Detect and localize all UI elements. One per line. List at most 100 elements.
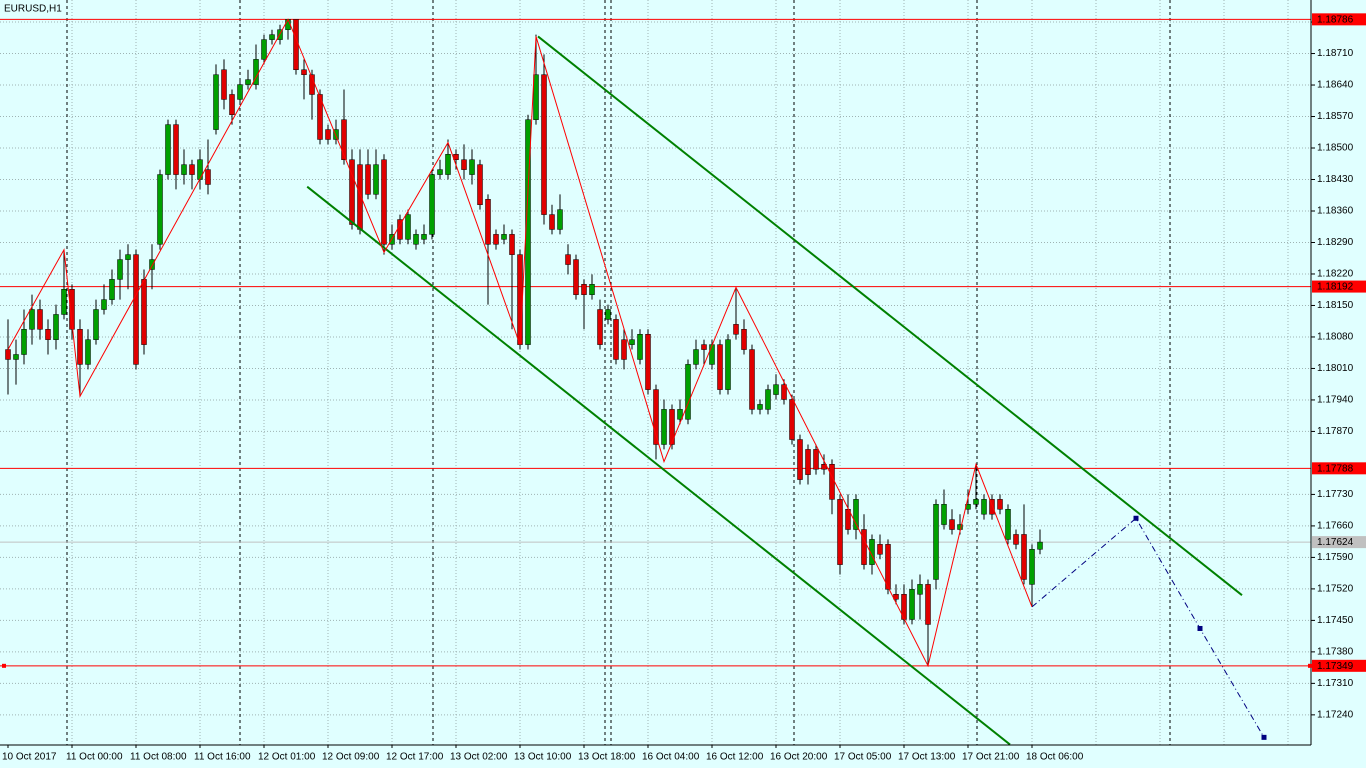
price-label: 1.17624 [1317, 537, 1354, 548]
candle-body [749, 349, 755, 410]
price-label-box [1312, 536, 1366, 549]
x-tick-label: 11 Oct 08:00 [130, 752, 187, 763]
y-tick-label: 1.17660 [1317, 521, 1354, 532]
y-tick-label: 1.18430 [1317, 174, 1354, 185]
candle-body [813, 449, 819, 470]
candle-body [597, 309, 603, 345]
candle-body [637, 334, 643, 360]
y-tick-label: 1.18570 [1317, 111, 1354, 122]
candle-body [461, 159, 467, 170]
candle-body [229, 94, 235, 115]
candle-body [165, 124, 171, 175]
plot-layer [0, 18, 1311, 745]
candle-body [565, 254, 571, 265]
candle-body [645, 334, 651, 390]
candle-body [853, 499, 859, 530]
y-tick-label: 1.17380 [1317, 647, 1354, 658]
candle-body [93, 309, 99, 340]
separators [66, 0, 1171, 745]
candle-body [805, 449, 811, 475]
candle-body [141, 279, 147, 345]
y-tick-label: 1.18010 [1317, 363, 1354, 374]
projection-point [1133, 515, 1139, 521]
x-tick-label: 11 Oct 00:00 [66, 752, 123, 763]
candle-body [421, 234, 427, 240]
candle-body [741, 329, 747, 350]
candle-body [765, 389, 771, 410]
candle-body [1037, 541, 1043, 550]
candle-body [781, 384, 787, 400]
line-handle [1308, 663, 1312, 668]
x-tick-label: 18 Oct 06:00 [1026, 752, 1084, 763]
candle-body [877, 544, 883, 555]
y-tick-label: 1.18360 [1317, 206, 1354, 217]
candle-body [293, 19, 299, 70]
y-tick-label: 1.17940 [1317, 395, 1354, 406]
y-tick-label: 1.18080 [1317, 332, 1354, 343]
candle-body [357, 164, 363, 230]
price-label-box [1312, 280, 1366, 293]
candle-body [245, 79, 251, 85]
candle-body [981, 499, 987, 515]
candle-body [333, 129, 339, 140]
x-tick-label: 17 Oct 21:00 [962, 752, 1020, 763]
x-tick-label: 12 Oct 01:00 [258, 752, 316, 763]
candle-body [213, 74, 219, 130]
candle-body [157, 174, 163, 245]
candle-body [349, 159, 355, 225]
candle-body [117, 259, 123, 280]
candle-body [325, 129, 331, 140]
candle-body [989, 499, 995, 515]
candle-body [477, 164, 483, 205]
projection-point [1261, 734, 1267, 740]
candle-body [605, 309, 611, 320]
candle-body [205, 169, 211, 185]
candle-body [717, 344, 723, 390]
price-label-box [1312, 13, 1366, 26]
y-tick-label: 1.18150 [1317, 300, 1354, 311]
candle-body [589, 284, 595, 295]
candle-body [557, 209, 563, 230]
price-label-box [1312, 462, 1366, 475]
candle-body [69, 289, 75, 330]
candle-body [869, 539, 875, 565]
candle-body [1013, 534, 1019, 545]
candle-body [181, 164, 187, 175]
x-tick-label: 12 Oct 09:00 [322, 752, 380, 763]
candle-body [677, 409, 683, 420]
x-tick-label: 17 Oct 13:00 [898, 752, 956, 763]
y-tick-label: 1.17520 [1317, 584, 1354, 595]
candle-body [533, 74, 539, 120]
y-tick-label: 1.18710 [1317, 48, 1354, 59]
candle-body [885, 544, 891, 590]
candle-body [837, 499, 843, 565]
y-tick-label: 1.18640 [1317, 80, 1354, 91]
candle-body [653, 389, 659, 445]
x-tick-label: 13 Oct 18:00 [578, 752, 636, 763]
x-tick-label: 16 Oct 04:00 [642, 752, 700, 763]
candle-body [341, 119, 347, 160]
candle-body [437, 169, 443, 175]
x-tick-label: 13 Oct 02:00 [450, 752, 508, 763]
grid-layer [0, 0, 1311, 745]
x-tick-label: 17 Oct 05:00 [834, 752, 892, 763]
candle-body [405, 214, 411, 240]
price-label: 1.17788 [1317, 463, 1354, 474]
candle-body [61, 289, 67, 315]
candle-body [413, 234, 419, 245]
candle-body [77, 329, 83, 365]
candle-body [773, 384, 779, 395]
candle-body [53, 314, 59, 340]
candle-body [85, 339, 91, 365]
channel-line [306, 185, 1011, 745]
candle-body [861, 529, 867, 565]
candle-body [517, 254, 523, 345]
candle-body [581, 284, 587, 295]
price-label: 1.18192 [1317, 282, 1354, 293]
x-tick-label: 16 Oct 20:00 [770, 752, 828, 763]
candle-body [149, 259, 155, 270]
candle-body [445, 154, 451, 175]
candle-body [693, 349, 699, 365]
y-tick-label: 1.17730 [1317, 489, 1354, 500]
